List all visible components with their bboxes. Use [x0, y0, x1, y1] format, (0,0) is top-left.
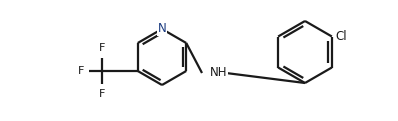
Text: F: F [99, 89, 105, 99]
Text: F: F [99, 43, 105, 53]
Text: Cl: Cl [336, 30, 347, 43]
Text: N: N [158, 23, 166, 35]
Text: NH: NH [210, 67, 228, 79]
Text: F: F [77, 66, 84, 76]
